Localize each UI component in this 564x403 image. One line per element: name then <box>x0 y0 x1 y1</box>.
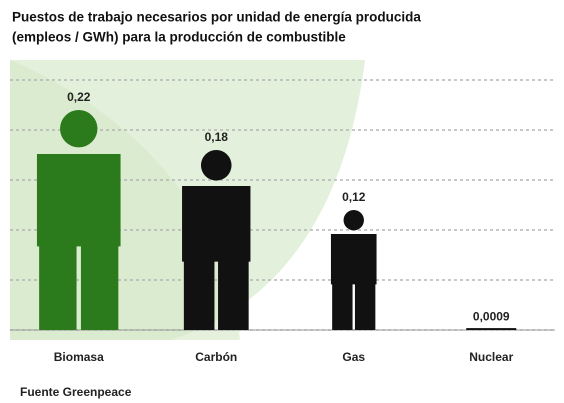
value-label: 0,18 <box>205 130 229 144</box>
x-tick-label: Carbón <box>195 350 237 364</box>
chart-title: Puestos de trabajo necesarios por unidad… <box>12 10 421 25</box>
value-label: 0,0009 <box>473 309 510 323</box>
value-label: 0,12 <box>342 190 366 204</box>
value-label: 0,22 <box>67 90 91 104</box>
source: Fuente Greenpeace <box>20 385 132 399</box>
x-tick-label: Gas <box>342 350 365 364</box>
person <box>36 110 121 330</box>
x-tick-label: Biomasa <box>54 350 104 364</box>
person <box>466 328 517 330</box>
person <box>330 209 377 330</box>
x-tick-label: Nuclear <box>469 350 513 364</box>
chart-title: (empleos / GWh) para la producción de co… <box>12 30 346 45</box>
person <box>182 150 251 330</box>
